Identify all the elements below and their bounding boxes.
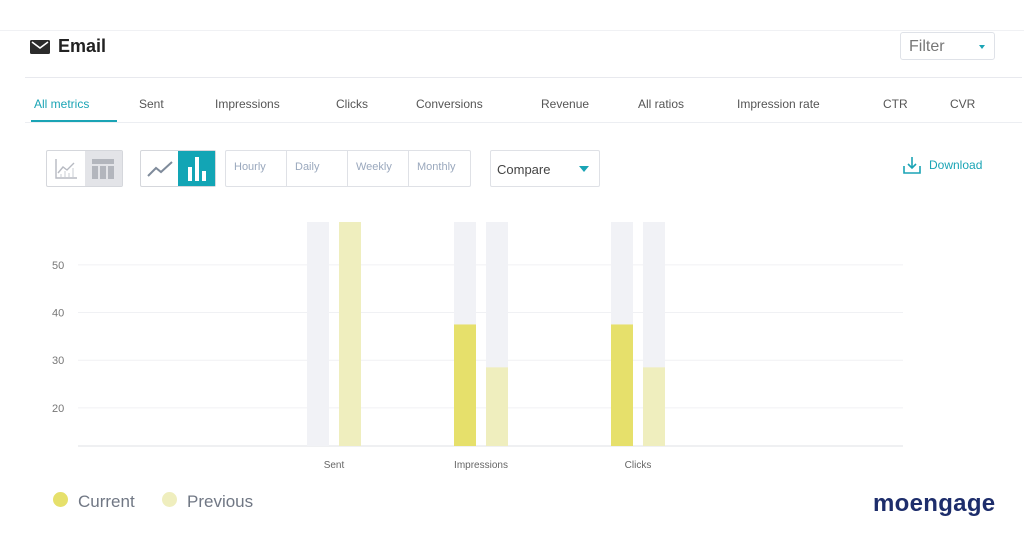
x-tick-label: Impressions: [454, 460, 508, 471]
bar-current-clicks: [611, 324, 633, 446]
line-chart-button[interactable]: [141, 151, 178, 186]
tab-all-metrics[interactable]: All metrics: [34, 97, 90, 111]
bar-chart-button[interactable]: [178, 151, 215, 186]
legend-label-previous: Previous: [187, 492, 254, 511]
tab-revenue[interactable]: Revenue: [541, 97, 590, 111]
y-tick-label: 20: [52, 403, 64, 415]
envelope-icon: [30, 40, 50, 54]
x-tick-label: Sent: [324, 460, 345, 471]
chart-legend: Current Previous: [0, 488, 600, 518]
bar-current-impressions: [454, 324, 476, 446]
tab-sent[interactable]: Sent: [139, 97, 164, 111]
filter-dropdown[interactable]: Filter: [900, 32, 995, 60]
bar-track: [307, 222, 329, 446]
chart-toolbar: Hourly Daily Weekly Monthly Compare Down…: [0, 148, 1024, 188]
period-selector: Hourly Daily Weekly Monthly: [225, 150, 471, 187]
y-tick-label: 50: [52, 260, 64, 272]
bar-previous-clicks: [643, 367, 665, 446]
line-chart-icon: [146, 160, 173, 177]
bar-previous-sent: [339, 222, 361, 446]
page-title: Email: [58, 36, 107, 56]
chart-view-button[interactable]: [47, 151, 85, 186]
top-divider: [0, 30, 1024, 31]
tab-all-ratios[interactable]: All ratios: [638, 97, 685, 111]
line-chart-view-icon: [55, 158, 77, 179]
metric-tabs: All metrics Sent Impressions Clicks Conv…: [25, 88, 1022, 123]
tab-clicks[interactable]: Clicks: [336, 97, 368, 111]
comparison-bar-chart: 20 30 40 50 Sent Impressions Clicks: [52, 222, 903, 471]
caret-down-icon: [979, 45, 985, 49]
x-tick-label: Clicks: [625, 460, 652, 471]
filter-label: Filter: [909, 38, 945, 55]
compare-dropdown[interactable]: Compare: [490, 150, 600, 187]
legend-swatch-previous: [162, 492, 177, 507]
period-daily-button[interactable]: Daily: [287, 151, 348, 186]
tab-impressions[interactable]: Impressions: [215, 97, 280, 111]
y-tick-label: 30: [52, 355, 64, 367]
active-tab-indicator: [31, 120, 117, 122]
compare-label: Compare: [497, 162, 551, 177]
page-header: Email Filter: [25, 30, 1022, 78]
download-label: Download: [929, 158, 983, 172]
period-hourly-button[interactable]: Hourly: [226, 151, 287, 186]
bar-previous-impressions: [486, 367, 508, 446]
period-monthly-button[interactable]: Monthly: [417, 161, 456, 173]
tab-cvr[interactable]: CVR: [950, 97, 976, 111]
caret-down-icon: [579, 166, 589, 172]
tab-impression-rate[interactable]: Impression rate: [737, 97, 820, 111]
bar-chart-icon: [187, 156, 206, 181]
view-toggle: [46, 150, 123, 187]
download-icon: [903, 157, 921, 174]
period-weekly-button[interactable]: Weekly: [348, 151, 409, 186]
moengage-logo: moengage: [873, 490, 996, 517]
tab-ctr[interactable]: CTR: [883, 97, 908, 111]
y-tick-label: 40: [52, 308, 64, 320]
tab-conversions[interactable]: Conversions: [416, 97, 483, 111]
table-view-button[interactable]: [84, 151, 122, 186]
legend-swatch-current: [53, 492, 68, 507]
chart-type-toggle: [140, 150, 216, 187]
legend-label-current: Current: [78, 492, 135, 511]
table-view-icon: [92, 158, 115, 179]
